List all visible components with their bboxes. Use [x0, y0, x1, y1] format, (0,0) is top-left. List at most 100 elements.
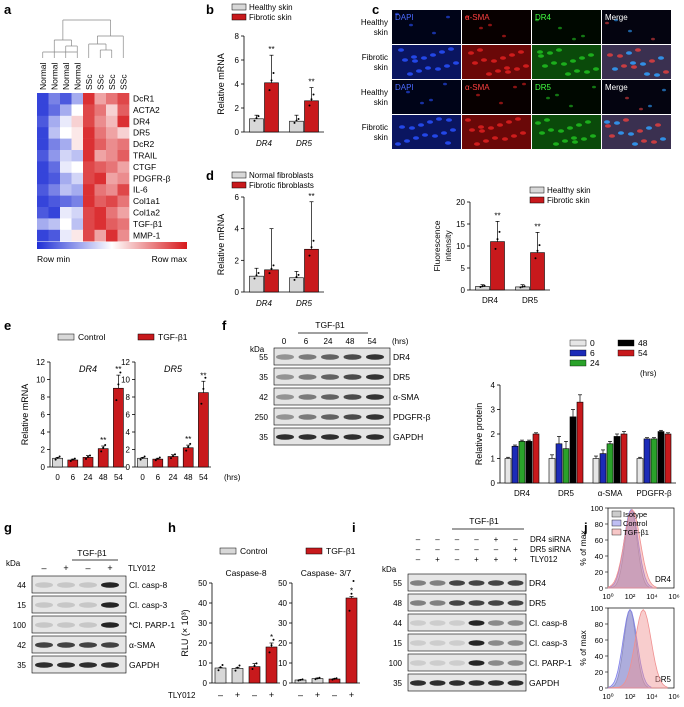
subplot-label: DR4	[655, 575, 672, 584]
protein-label: α-SMA	[393, 392, 419, 402]
y-tick-label: 0	[235, 288, 240, 297]
legend-swatch	[529, 196, 545, 204]
x-tick-label: DR4	[256, 299, 273, 308]
protein-label: DR4	[393, 352, 410, 362]
y-tick-label: 20	[595, 568, 603, 577]
data-point	[102, 446, 105, 449]
heatmap-cell	[60, 161, 72, 174]
y-tick-label: 0	[203, 679, 208, 688]
treatment-sign: +	[269, 690, 274, 700]
protein-label: Cl. casp-3	[529, 638, 568, 648]
blot-strip	[407, 613, 527, 632]
legend-label: 24	[590, 358, 600, 368]
cell-signal	[479, 129, 485, 133]
cell-signal	[425, 66, 431, 70]
data-point	[268, 651, 271, 654]
blot-band	[298, 394, 317, 400]
heatmap-cell	[37, 127, 49, 139]
cell-signal	[588, 53, 594, 57]
blot-band	[507, 600, 524, 606]
y-tick-label: 40	[595, 652, 603, 661]
kda-marker: 44	[17, 581, 26, 590]
cell-signal	[655, 123, 661, 127]
heatmap-cell	[48, 104, 61, 117]
heatmap-cell	[94, 195, 107, 208]
data-point	[316, 677, 319, 680]
treatment-sign: +	[474, 555, 479, 564]
cell-signal	[662, 88, 666, 92]
cell-signal	[571, 136, 577, 140]
kda-marker: 35	[259, 433, 268, 442]
cell-signal	[445, 141, 451, 145]
data-point	[293, 278, 296, 281]
treatment-sign: +	[63, 563, 68, 573]
row-label: DR5 siRNA	[530, 545, 572, 554]
data-point	[115, 399, 118, 402]
cell-signal	[404, 139, 410, 143]
protein-label: PDGFR-β	[393, 412, 431, 422]
cell-signal	[432, 134, 438, 138]
heatmap-cell	[71, 93, 84, 105]
data-point	[310, 246, 313, 249]
y-axis-label: intensity	[443, 230, 453, 262]
blot-band	[57, 622, 75, 628]
heatmap-cell	[71, 172, 84, 185]
heatmap-cell	[48, 207, 61, 219]
y-tick-label: 4	[41, 428, 46, 437]
legend-label: 0	[590, 338, 595, 348]
cell-signal	[398, 48, 404, 52]
treatment-sign: +	[513, 555, 518, 564]
heatmap-cell	[106, 172, 118, 185]
cell-signal	[556, 48, 562, 52]
data-point	[143, 455, 146, 458]
significance-label: *	[350, 586, 353, 595]
y-tick-label: 4	[126, 428, 131, 437]
significance-label: *	[270, 633, 273, 642]
bar	[265, 646, 278, 684]
cell-signal	[477, 48, 483, 52]
cell-signal	[465, 118, 471, 122]
blot-band	[488, 660, 504, 666]
legend-swatch	[617, 349, 635, 357]
heatmap-color-scale	[37, 242, 187, 249]
blot-band	[343, 374, 362, 380]
cell-signal	[443, 82, 447, 86]
y-tick-label: 0	[491, 479, 496, 488]
heatmap-cell	[117, 138, 130, 151]
cell-signal	[628, 132, 634, 136]
x-tick-label: DR4	[256, 139, 273, 148]
micrograph-tile	[392, 80, 461, 114]
heatmap-cell	[60, 218, 72, 231]
cell-signal	[453, 61, 459, 65]
blot-band	[410, 600, 426, 606]
blot-band	[488, 680, 504, 686]
y-axis-label: % of max	[578, 530, 588, 566]
heatmap-cell	[71, 127, 84, 139]
blot-strip	[407, 673, 527, 692]
cell-signal	[660, 137, 666, 141]
y-axis-label: Relative mRNA	[216, 53, 226, 115]
cell-signal	[439, 50, 445, 54]
row-label: Healthy	[361, 88, 388, 97]
bar	[289, 120, 304, 133]
y-axis-label: RLU (× 10³)	[180, 609, 190, 656]
cell-signal	[502, 34, 506, 38]
treatment-sign: –	[474, 545, 479, 554]
x-unit-label: (hrs)	[224, 473, 241, 482]
cell-signal	[429, 98, 433, 102]
blot-band	[298, 434, 317, 440]
time-unit-label: (hrs)	[392, 337, 409, 346]
data-point	[331, 678, 334, 681]
kda-marker: 35	[259, 373, 268, 382]
bar	[264, 82, 279, 133]
cell-signal	[499, 101, 503, 105]
protein-label: Cl. casp-3	[129, 600, 168, 610]
panel-letter: j	[583, 520, 588, 535]
legend-swatch	[611, 528, 622, 536]
treatment-sign: –	[513, 535, 518, 544]
heatmap-cell	[48, 184, 61, 196]
x-tick-label: 10⁰	[602, 592, 613, 601]
heatmap-cell	[48, 93, 61, 105]
heatmap-cell	[60, 115, 72, 128]
